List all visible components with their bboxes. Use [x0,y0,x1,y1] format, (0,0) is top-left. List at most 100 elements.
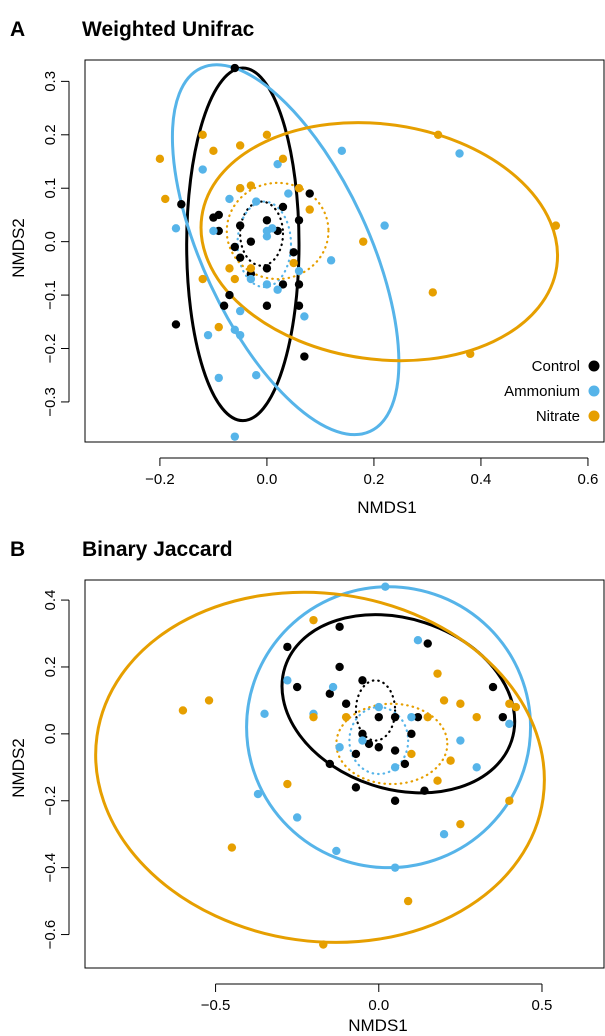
panel-b-ammonium-point [292,813,302,822]
panel-b-ammonium-point [332,846,341,856]
panel-b-nitrate-point [456,819,465,829]
panel-b-control-point [283,642,292,652]
panel-a-ammonium-point [273,159,282,169]
panel-a-ammonium-point [214,373,223,383]
panel-b-ellipses [94,585,546,944]
panel-b-control-point [341,699,351,708]
panel-b-x-tick-label: −0.5 [201,997,231,1014]
panel-a-ammonium-point [252,197,261,206]
panel-a-ammonium-point [225,194,234,204]
panel-b-control-point [423,639,432,648]
panel-a-ammonium-point [300,312,309,321]
panel-a-nitrate-point [289,258,298,268]
panel-a-ammonium-point [230,432,240,441]
panel-b-nitrate-point [423,712,432,722]
panel-a-control-point [294,280,304,289]
panel-b-ammonium-point [390,863,400,872]
panel-a-ammonium-point [294,266,304,276]
panel-a-nitrate-point [198,274,207,284]
panel-a-ammonium-point [230,325,240,335]
panel-b-nitrate-point [309,712,318,722]
panel-a-y-axis: −0.3 −0.2 −0.1 0.0 0.1 0.2 0.3 [42,71,70,417]
panel-a-nitrate-point [246,264,256,273]
panel-a-control-point [225,290,234,300]
panel-b-control-point [390,746,400,755]
panel-b-control-point [400,759,410,769]
panel-a-ammonium-point [262,232,272,241]
panel-b-x-tick-label: 0.0 [368,997,389,1014]
panel-a-x-tick-label: 0.0 [256,471,277,488]
panel-b-control-point [292,682,302,692]
panel-a-control-point [294,216,304,225]
panel-a-legend-label-control: Control [532,358,580,375]
panel-b-y-axis: −0.6 −0.4 −0.2 0.0 0.2 0.4 [42,590,70,949]
panel-a-ellipses [170,63,560,437]
panel-a-control-point [219,301,229,310]
panel-a-legend-label-ammonium: Ammonium [504,383,580,400]
panel-a-control-point [262,216,272,225]
panel-b-ammonium-point [472,763,481,772]
panel-a-nitrate-point [428,288,437,297]
panel-b-nitrate-point [283,779,292,789]
panel-b-control-point [374,712,383,722]
panel-b-title: Binary Jaccard [82,538,233,561]
panel-b-x-axis: −0.5 0.0 0.5 [201,983,552,1014]
panel-b-y-tick-label: 0.4 [42,590,59,611]
panel-a-ammonium-solid-ellipse [170,63,401,437]
panel-b-nitrate-point [505,699,514,708]
panel-b-nitrate-point [341,712,351,722]
panel-b-nitrate-point [439,696,449,705]
panel-a-ammonium-point [262,280,272,289]
panel-b-nitrate-point [407,749,416,759]
panel-a-legend-marker-ammonium [588,385,600,397]
panel-b-y-tick-label: 0.0 [42,723,59,744]
panel-a-y-tick-label: 0.2 [42,124,59,145]
panel-a-ammonium-point [252,371,261,380]
panel-a-control-point [289,248,298,257]
panel-a-ammonium-point [273,285,282,294]
panel-a: A Weighted Unifrac −0.2 0.0 0.2 0.4 0.6 −0.3… [9,18,605,517]
panel-a-y-axis-label: NMDS2 [9,218,28,278]
panel-b-control-point [351,783,361,792]
panel-b-control-point [325,689,335,698]
panel-a-ammonium-point [455,149,464,158]
panel-a-ammonium-point [209,226,218,236]
panel-a-nitrate-point [235,184,245,193]
panel-b: B Binary Jaccard −0.5 0.0 0.5 −0.6 −0.4 −0.2… [9,538,605,1035]
panel-a-control-point [278,202,288,212]
panel-b-x-axis-label: NMDS1 [348,1016,408,1035]
panel-a-y-tick-label: −0.1 [42,280,59,310]
panel-a-control-point [278,280,288,289]
panel-b-control-point [390,712,400,722]
panel-b-y-tick-label: −0.2 [42,786,59,816]
panel-b-control-point [335,622,344,632]
panel-a-x-tick-label: 0.4 [471,471,492,488]
panel-b-nitrate-point [178,706,188,715]
panel-a-nitrate-point [155,154,165,164]
panel-a-ammonium-point [380,221,389,230]
panel-b-nitrate-point [505,796,514,805]
panel-a-ammonium-point [198,165,207,174]
panel-b-ammonium-point [374,702,383,712]
panel-b-control-point [498,712,508,722]
panel-a-legend-label-nitrate: Nitrate [536,408,580,425]
panel-a-nitrate-point [230,274,240,284]
panel-a-nitrate-point [235,141,245,150]
panel-b-points [178,582,521,949]
panel-b-nitrate-dotted-ellipse [335,702,449,786]
panel-b-y-tick-label: −0.4 [42,853,59,883]
panel-b-ammonium-point [407,712,416,722]
panel-a-nitrate-point [466,349,475,359]
panel-a-ammonium-point [268,224,277,233]
panel-b-y-tick-label: 0.2 [42,657,59,678]
panel-a-nitrate-point [433,130,443,139]
panel-a-nitrate-point [246,181,256,190]
panel-a-y-tick-label: 0.0 [42,231,59,252]
panel-b-ammonium-point [358,736,367,745]
panel-a-y-tick-label: 0.3 [42,71,59,92]
panel-b-y-axis-label: NMDS2 [9,738,28,798]
panel-b-nitrate-point [227,843,237,852]
panel-b-nitrate-point [456,699,465,708]
panel-b-ammonium-point [413,636,423,645]
panel-b-nitrate-point [446,756,455,765]
